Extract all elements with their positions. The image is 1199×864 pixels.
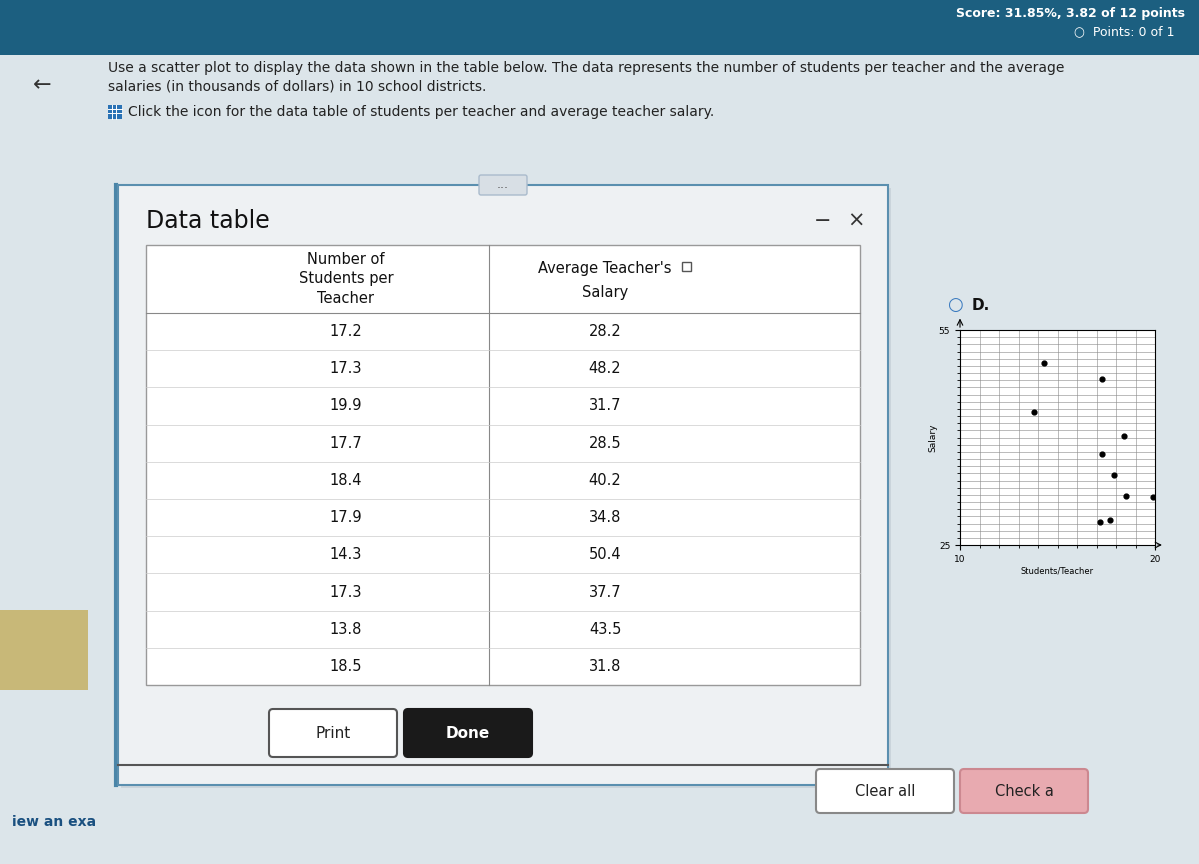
Text: ○  Points: 0 of 1: ○ Points: 0 of 1: [1074, 26, 1175, 39]
Text: salaries (in thousands of dollars) in 10 school districts.: salaries (in thousands of dollars) in 10…: [108, 80, 487, 94]
Text: 31.8: 31.8: [589, 659, 621, 674]
Point: [1101, 513, 1120, 527]
Point: [1092, 372, 1111, 385]
FancyBboxPatch shape: [118, 185, 888, 785]
Point: [1116, 489, 1135, 503]
Text: Average Teacher's: Average Teacher's: [538, 262, 671, 276]
Text: Print: Print: [315, 726, 350, 740]
Text: 43.5: 43.5: [589, 622, 621, 637]
Point: [1092, 447, 1111, 461]
FancyBboxPatch shape: [269, 709, 397, 757]
Text: 50.4: 50.4: [589, 547, 621, 562]
Text: 18.5: 18.5: [330, 659, 362, 674]
Text: Data table: Data table: [146, 209, 270, 233]
Text: 14.3: 14.3: [330, 547, 362, 562]
Point: [1024, 405, 1043, 419]
Text: 17.2: 17.2: [330, 324, 362, 339]
Point: [1144, 490, 1163, 504]
Text: 13.8: 13.8: [330, 622, 362, 637]
FancyBboxPatch shape: [404, 709, 532, 757]
Text: Clear all: Clear all: [855, 784, 915, 798]
Text: Salary: Salary: [582, 285, 628, 301]
Text: 28.2: 28.2: [589, 324, 621, 339]
Text: 28.5: 28.5: [589, 435, 621, 451]
Text: Check a: Check a: [994, 784, 1054, 798]
Text: 18.4: 18.4: [330, 473, 362, 488]
Point: [1104, 467, 1123, 481]
Text: 37.7: 37.7: [589, 585, 621, 600]
Text: ←: ←: [32, 75, 52, 95]
Text: Use a scatter plot to display the data shown in the table below. The data repres: Use a scatter plot to display the data s…: [108, 61, 1065, 75]
Text: 17.3: 17.3: [330, 585, 362, 600]
Text: Click the icon for the data table of students per teacher and average teacher sa: Click the icon for the data table of stu…: [128, 105, 715, 119]
Point: [1035, 356, 1054, 370]
Text: 34.8: 34.8: [589, 510, 621, 525]
FancyBboxPatch shape: [108, 105, 122, 119]
Y-axis label: Salary: Salary: [928, 423, 938, 452]
Point: [1114, 429, 1133, 443]
Text: ×: ×: [848, 211, 864, 231]
Text: Score: 31.85%, 3.82 of 12 points: Score: 31.85%, 3.82 of 12 points: [956, 8, 1185, 21]
Text: −: −: [814, 211, 832, 231]
Text: 17.3: 17.3: [330, 361, 362, 377]
FancyBboxPatch shape: [817, 769, 954, 813]
X-axis label: Students/Teacher: Students/Teacher: [1020, 567, 1093, 575]
FancyBboxPatch shape: [121, 188, 891, 788]
Text: 19.9: 19.9: [330, 398, 362, 414]
Text: D.: D.: [972, 297, 990, 313]
FancyBboxPatch shape: [0, 0, 1199, 55]
FancyBboxPatch shape: [146, 245, 860, 685]
Point: [1091, 515, 1110, 529]
Text: Number of
Students per
Teacher: Number of Students per Teacher: [299, 251, 393, 307]
Text: 48.2: 48.2: [589, 361, 621, 377]
Text: 40.2: 40.2: [589, 473, 621, 488]
Text: ○: ○: [947, 296, 963, 314]
FancyBboxPatch shape: [960, 769, 1087, 813]
Text: 31.7: 31.7: [589, 398, 621, 414]
Text: 17.7: 17.7: [330, 435, 362, 451]
Text: iew an exa: iew an exa: [12, 815, 96, 829]
Text: ...: ...: [498, 179, 510, 192]
Text: Done: Done: [446, 726, 490, 740]
FancyBboxPatch shape: [478, 175, 528, 195]
FancyBboxPatch shape: [0, 610, 88, 690]
Text: 17.9: 17.9: [330, 510, 362, 525]
